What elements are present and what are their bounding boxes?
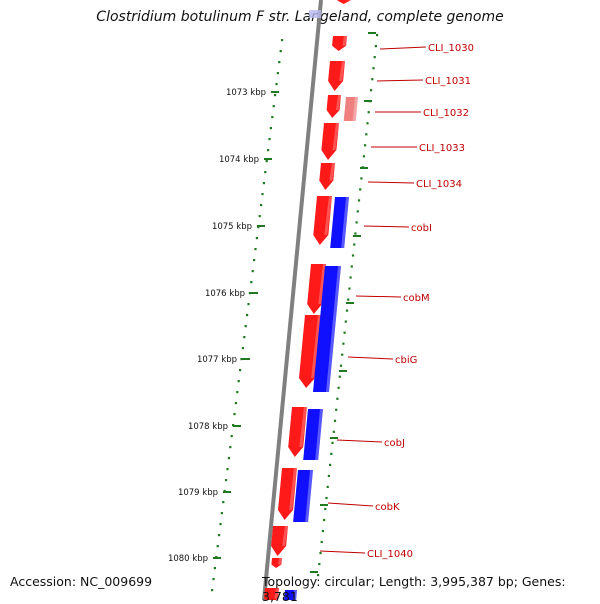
position-label: 1073 kbp: [226, 88, 266, 98]
gene-arrow-cobK[interactable]: [278, 468, 297, 520]
position-label: 1080 kbp: [168, 554, 208, 564]
gene-label-cobm: cobM: [403, 293, 430, 304]
gene-arrow-cli-1030[interactable]: [332, 36, 347, 51]
gene-arrow-cli-1033[interactable]: [321, 123, 339, 160]
gene-arrow-cli-1032[interactable]: [326, 95, 341, 118]
gene-arrow-cobJ[interactable]: [288, 407, 307, 457]
gene-arrow-cli-1031[interactable]: [328, 61, 345, 91]
gene-arrow-cobM-a[interactable]: [307, 264, 326, 314]
position-ticks: 1073 kbp 1074 kbp 1075 kbp 1076 kbp 1077 kbp…: [168, 32, 376, 573]
gene-arrow-cli-1034[interactable]: [319, 163, 335, 190]
position-label: 1074 kbp: [219, 155, 259, 165]
position-label: 1075 kbp: [212, 222, 252, 232]
gene-arrow-cobI[interactable]: [313, 196, 332, 245]
gene-arrow-cli-1040[interactable]: [271, 526, 288, 556]
gene-label-cli-1032: CLI_1032: [423, 108, 469, 119]
gene-label-cobk: cobK: [375, 502, 400, 513]
gene-arrow-top-partial[interactable]: [337, 0, 351, 4]
gene-block-bottom-reverse[interactable]: [284, 590, 297, 600]
gene-label-cobj: cobJ: [384, 438, 405, 449]
accession-text: Accession: NC_009699: [10, 574, 153, 589]
position-label: 1076 kbp: [205, 289, 245, 299]
gene-block-cobK-reverse[interactable]: [293, 470, 313, 522]
map-title: Clostridium botulinum F str. Langeland, …: [96, 9, 504, 25]
gene-labels: CLI_1030 CLI_1031 CLI_1032 CLI_1033 CLI_1034…: [319, 43, 474, 560]
position-label: 1078 kbp: [188, 422, 228, 432]
position-label: 1077 kbp: [197, 355, 237, 365]
gene-block-cobJ-reverse[interactable]: [303, 409, 323, 460]
gene-arrow-bottom-small[interactable]: [271, 558, 282, 568]
position-label: 1079 kbp: [178, 488, 218, 498]
gene-label-cli-1031: CLI_1031: [425, 76, 471, 87]
gene-features[interactable]: [264, 0, 358, 600]
gene-label-cli-1033: CLI_1033: [419, 143, 465, 154]
gene-arrow-bottom-partial[interactable]: [264, 588, 279, 600]
gene-label-cobi: cobI: [411, 223, 432, 234]
gene-label-cli-1034: CLI_1034: [416, 179, 462, 190]
gene-label-cli-1030: CLI_1030: [428, 43, 474, 54]
gene-block-cobM-reverse[interactable]: [313, 266, 341, 392]
gene-block-cobI-reverse[interactable]: [330, 197, 349, 248]
gene-label-cbig: cbiG: [395, 355, 417, 366]
gene-label-cli-1040: CLI_1040: [367, 549, 413, 560]
genome-backbone: [262, 0, 323, 600]
gene-block-cli-1032-reverse[interactable]: [343, 97, 358, 121]
